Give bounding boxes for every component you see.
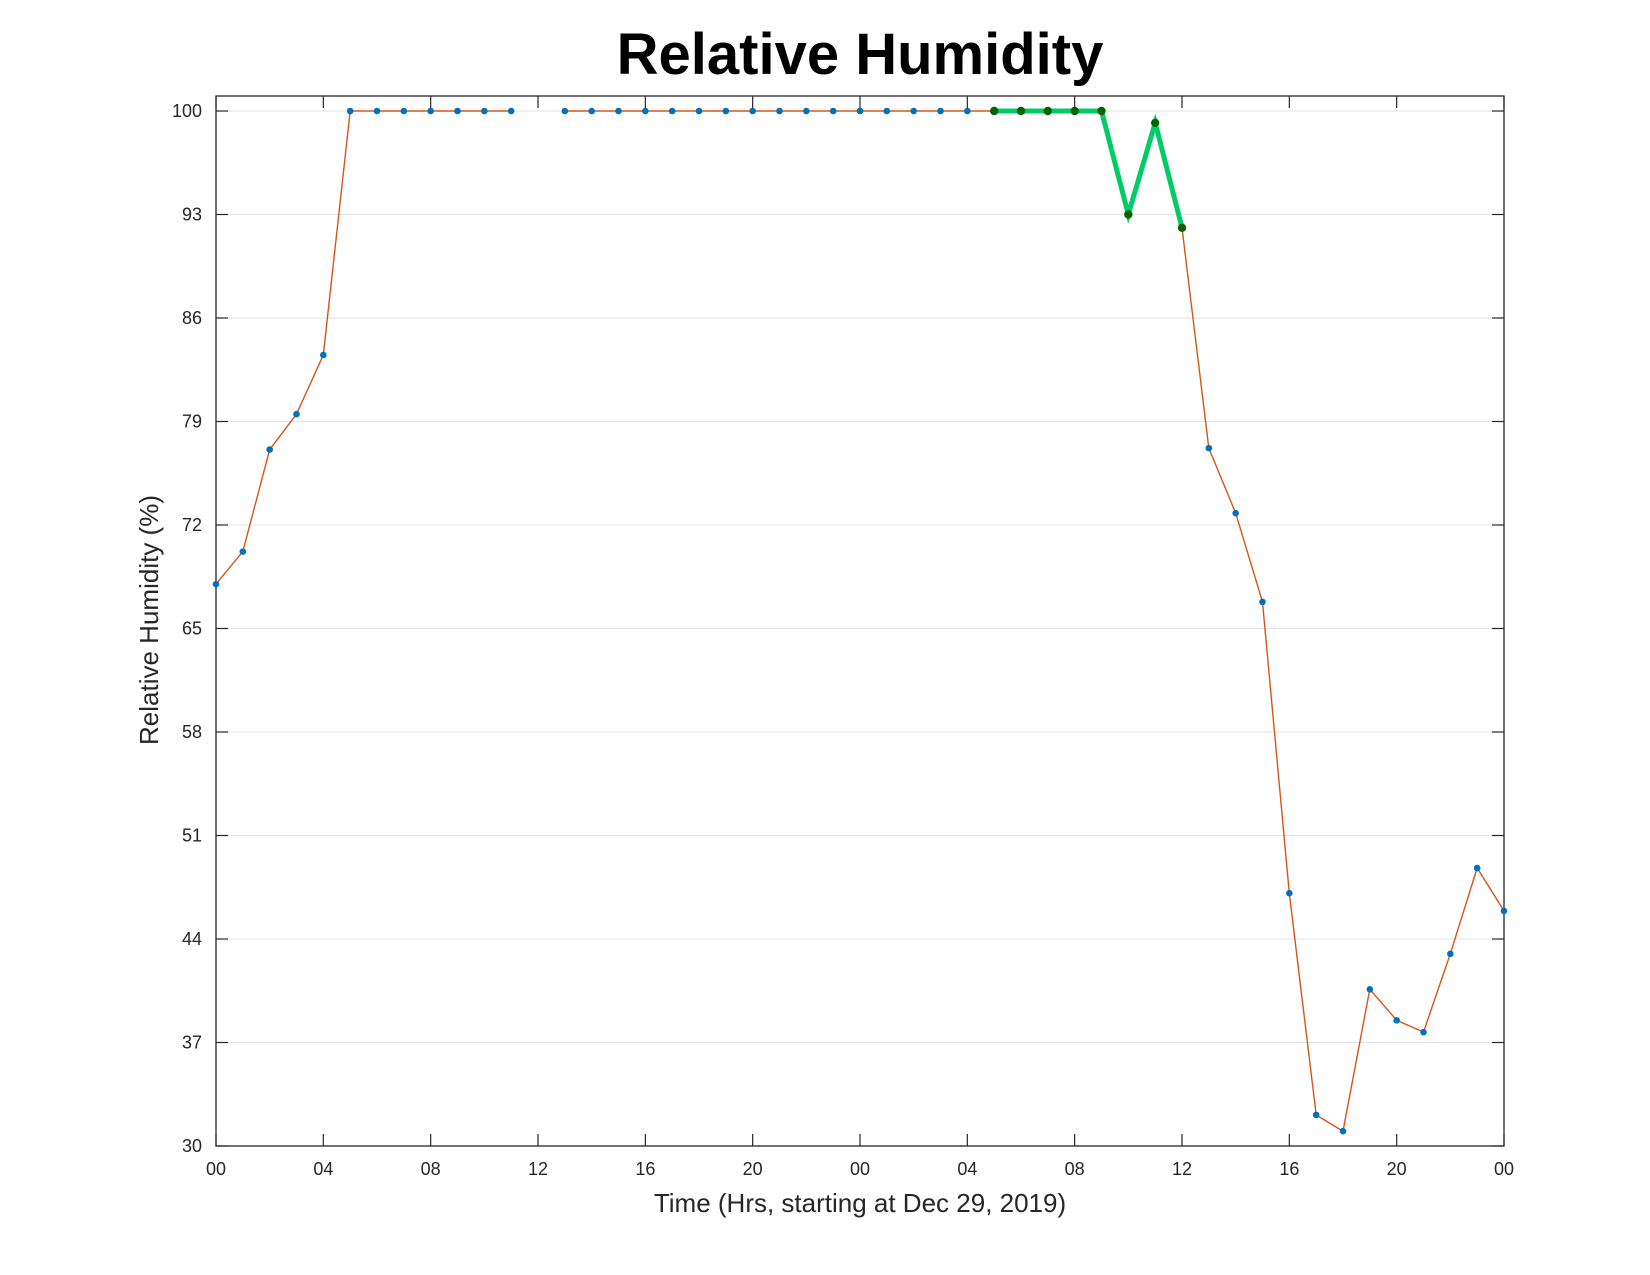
data-point bbox=[427, 107, 434, 115]
highlighted-data-point bbox=[1177, 223, 1187, 233]
data-point bbox=[829, 107, 837, 115]
highlighted-data-point bbox=[1097, 106, 1106, 116]
x-tick-label: 12 bbox=[528, 1159, 548, 1179]
data-point bbox=[776, 107, 783, 115]
data-point bbox=[454, 107, 461, 115]
data-point bbox=[212, 580, 220, 588]
data-series bbox=[212, 106, 1508, 1135]
highlighted-series-line bbox=[994, 108, 1185, 229]
y-tick-label: 58 bbox=[182, 722, 202, 742]
data-point bbox=[1473, 864, 1481, 872]
y-tick-label: 86 bbox=[182, 308, 202, 328]
x-tick-label: 00 bbox=[850, 1159, 870, 1179]
y-tick-label: 100 bbox=[172, 101, 202, 121]
x-tick-label: 08 bbox=[421, 1159, 441, 1179]
y-tick-label: 65 bbox=[182, 619, 202, 639]
data-point bbox=[1312, 1111, 1320, 1119]
data-point bbox=[615, 107, 622, 115]
data-point bbox=[803, 107, 810, 115]
y-tick-label: 44 bbox=[182, 929, 202, 949]
highlighted-data-point bbox=[1070, 106, 1079, 116]
data-point bbox=[749, 107, 756, 115]
data-point bbox=[1259, 598, 1266, 606]
chart-title: Relative Humidity bbox=[617, 22, 1104, 87]
y-tick-label: 79 bbox=[182, 412, 202, 432]
data-point bbox=[1393, 1017, 1400, 1024]
data-point bbox=[883, 107, 891, 115]
data-point bbox=[266, 446, 273, 453]
data-point bbox=[561, 107, 569, 115]
x-tick-label: 00 bbox=[206, 1159, 226, 1179]
x-tick-label: 16 bbox=[635, 1159, 655, 1179]
data-point bbox=[239, 548, 247, 555]
highlighted-data-point bbox=[989, 106, 999, 116]
x-axis-label: Time (Hrs, starting at Dec 29, 2019) bbox=[654, 1188, 1066, 1218]
data-point bbox=[1420, 1028, 1427, 1036]
x-tick-label: 16 bbox=[1279, 1159, 1299, 1179]
data-point bbox=[481, 107, 488, 115]
highlighted-data-point bbox=[1043, 106, 1053, 116]
y-axis-label: Relative Humidity (%) bbox=[134, 495, 164, 745]
data-point bbox=[1500, 907, 1508, 915]
axis-ticks: 30 37 44 51 58 65 72 79 86 93 100 00 04 08 12 16 20 00 04 0… bbox=[172, 96, 1514, 1179]
x-tick-label: 08 bbox=[1065, 1159, 1085, 1179]
x-tick-label: 04 bbox=[313, 1159, 333, 1179]
data-point bbox=[1366, 985, 1374, 993]
highlighted-data-point bbox=[1150, 118, 1160, 128]
x-tick-label: 20 bbox=[743, 1159, 763, 1179]
x-tick-label: 00 bbox=[1494, 1159, 1514, 1179]
y-tick-label: 51 bbox=[182, 826, 202, 846]
data-point bbox=[722, 107, 730, 115]
data-point bbox=[1286, 889, 1293, 897]
y-tick-label: 72 bbox=[182, 515, 202, 535]
highlighted-data-point bbox=[1124, 210, 1133, 219]
data-point bbox=[507, 107, 515, 115]
data-point bbox=[964, 107, 971, 115]
data-point bbox=[695, 107, 703, 115]
y-tick-label: 93 bbox=[182, 205, 202, 225]
data-point bbox=[642, 107, 649, 115]
x-tick-label: 12 bbox=[1172, 1159, 1192, 1179]
data-point bbox=[1232, 509, 1239, 517]
highlighted-data-point bbox=[1016, 106, 1026, 116]
data-point bbox=[1205, 444, 1213, 452]
data-point bbox=[373, 107, 381, 115]
x-tick-label: 20 bbox=[1387, 1159, 1407, 1179]
y-tick-label: 37 bbox=[182, 1033, 202, 1053]
data-point bbox=[346, 107, 354, 115]
data-point bbox=[856, 107, 864, 115]
data-point bbox=[400, 107, 408, 115]
data-point bbox=[293, 410, 300, 418]
x-tick-label: 04 bbox=[957, 1159, 977, 1179]
data-point bbox=[910, 107, 917, 115]
data-point bbox=[937, 107, 944, 115]
data-point bbox=[668, 107, 676, 115]
data-point bbox=[588, 107, 595, 115]
data-point bbox=[1447, 950, 1454, 958]
y-tick-label: 30 bbox=[182, 1136, 202, 1156]
data-point bbox=[1339, 1127, 1347, 1135]
data-point bbox=[320, 351, 327, 359]
